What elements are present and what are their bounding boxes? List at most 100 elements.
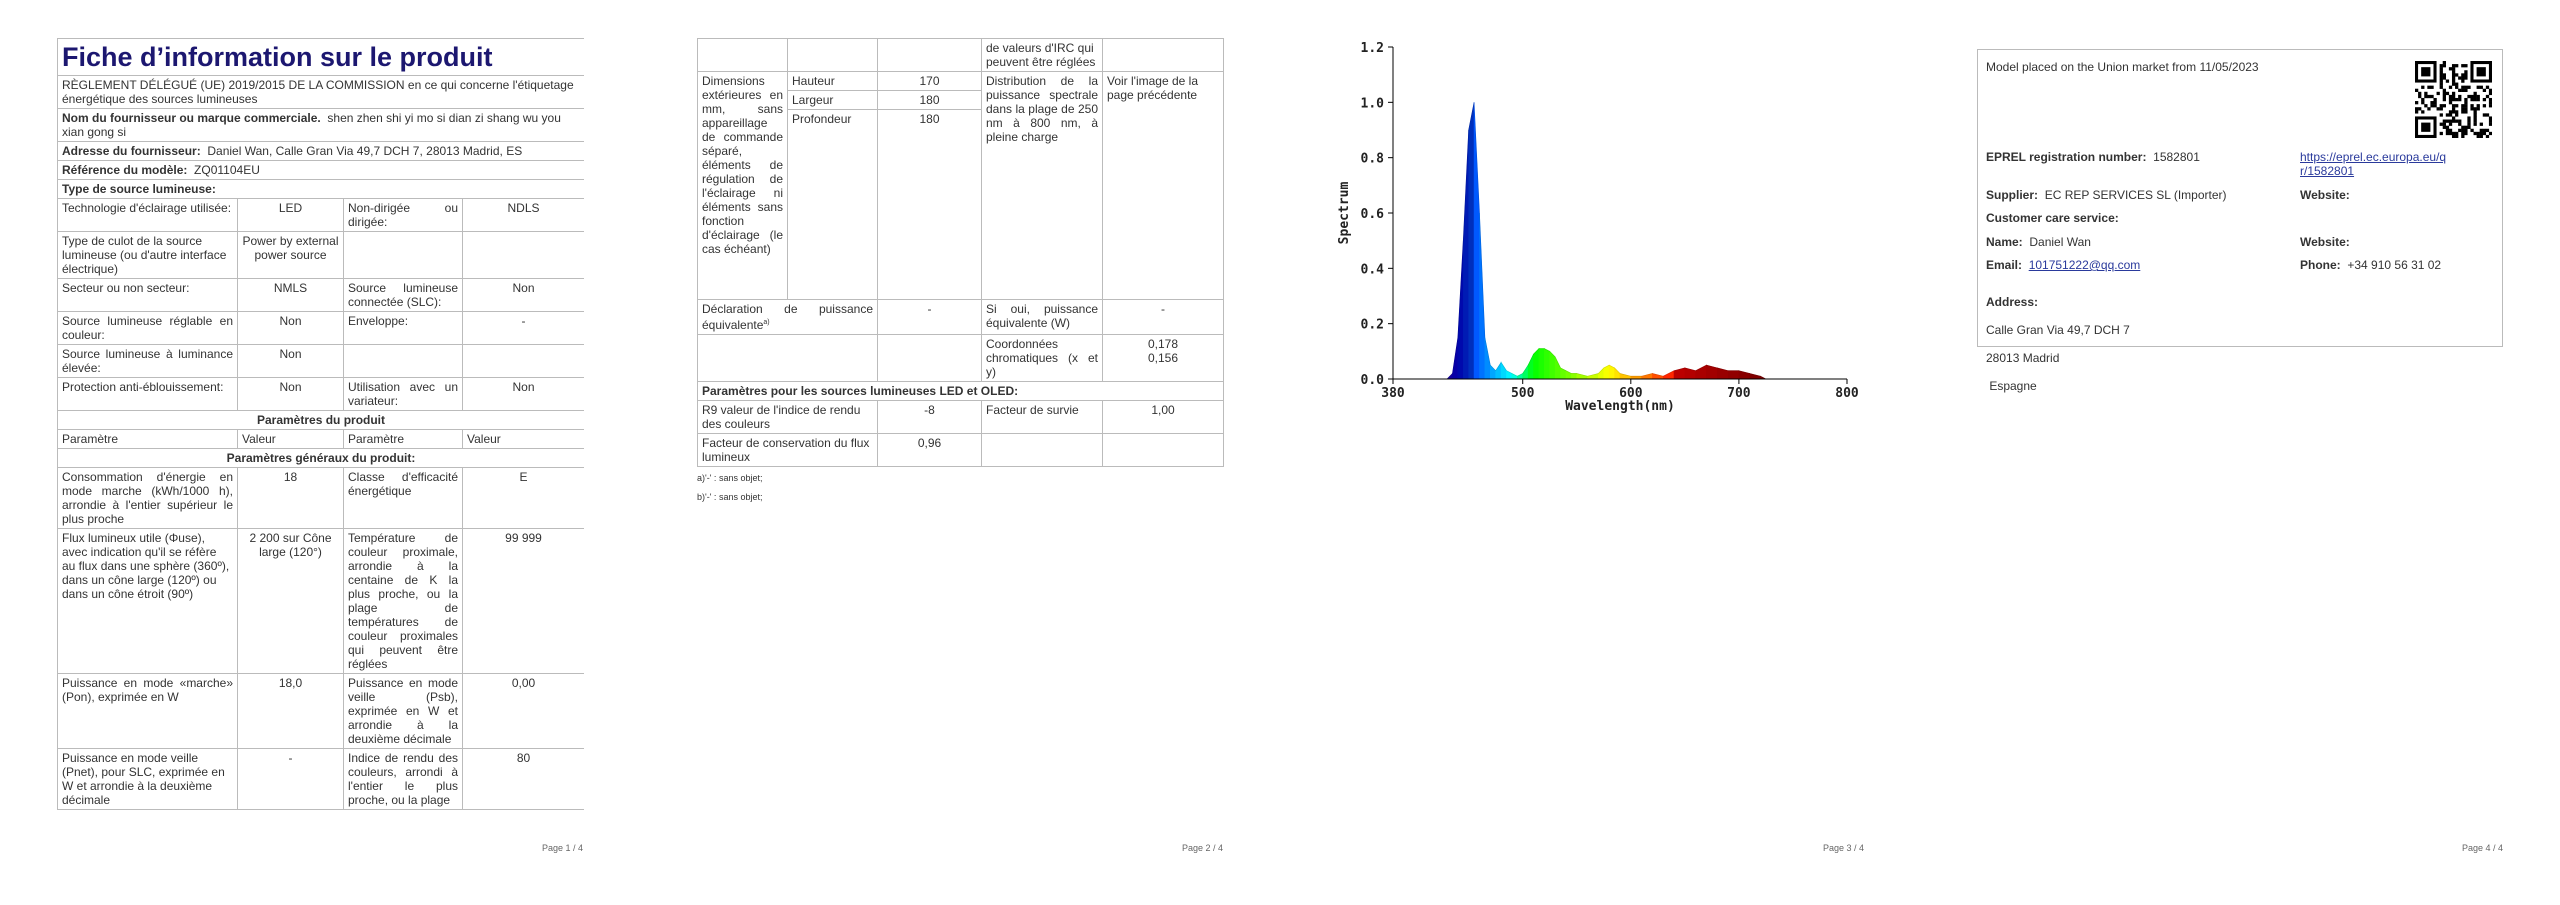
qr-module xyxy=(2470,104,2474,108)
qr-module xyxy=(2430,85,2434,89)
qr-module xyxy=(2442,61,2446,65)
qr-module xyxy=(2451,119,2456,123)
cell: Source lumineuse réglable en couleur: xyxy=(57,311,238,345)
qr-module xyxy=(2461,79,2465,83)
spectrum-slice xyxy=(1473,102,1480,380)
qr-module xyxy=(2473,119,2477,123)
qr-module xyxy=(2461,88,2465,92)
y-tick-label: 0.0 xyxy=(1361,373,1385,388)
cell: Facteur de survie xyxy=(981,400,1103,434)
qr-module xyxy=(2433,104,2437,108)
y-tick-label: 0.4 xyxy=(1361,262,1385,277)
qr-module xyxy=(2448,113,2453,117)
qr-module xyxy=(2442,91,2446,96)
cell: Non xyxy=(237,377,344,411)
cell: - xyxy=(461,311,584,345)
qr-module xyxy=(2488,122,2492,126)
qr-module xyxy=(2455,82,2459,86)
footnote: a)'-' : sans objet; xyxy=(697,473,763,483)
cell: Indice de rendu des couleurs, arrondi à … xyxy=(343,748,463,810)
qr-module xyxy=(2467,119,2471,123)
label: Name: xyxy=(1986,235,2023,249)
value: ZQ01104EU xyxy=(194,163,260,177)
qr-module xyxy=(2461,104,2465,108)
cell: Déclaration de puissance équivalente xyxy=(702,302,873,332)
qr-module xyxy=(2421,85,2425,89)
qr-module xyxy=(2485,113,2490,117)
spectrum-slice xyxy=(1544,348,1551,380)
spectrum-slice xyxy=(1495,361,1502,380)
qr-module xyxy=(2439,67,2443,71)
qr-module xyxy=(2430,94,2434,99)
eprel-link[interactable]: https://eprel.ec.europa.eu/qr/1582801 xyxy=(2300,150,2447,178)
column-header: Paramètre xyxy=(57,429,238,449)
qr-module xyxy=(2451,91,2456,96)
qr-module xyxy=(2458,128,2462,133)
x-tick-label: 380 xyxy=(1381,386,1405,401)
spectrum-slice xyxy=(1614,367,1621,380)
label: Supplier: xyxy=(1986,188,2039,202)
qr-module xyxy=(2470,94,2474,99)
qr-module xyxy=(2442,125,2446,129)
qr-module xyxy=(2455,131,2459,136)
qr-module xyxy=(2455,134,2459,138)
qr-module xyxy=(2439,131,2443,136)
qr-module xyxy=(2451,76,2456,80)
spectrum-slice xyxy=(1598,367,1605,380)
cell: de valeurs d'IRC qui peuvent être réglée… xyxy=(981,38,1103,72)
qr-module xyxy=(2415,88,2419,92)
qr-module xyxy=(2439,76,2443,80)
qr-module xyxy=(2482,131,2487,136)
qr-module xyxy=(2488,131,2492,136)
column-header: Valeur xyxy=(461,429,584,449)
product-table-continued: de valeurs d'IRC qui peuvent être réglée… xyxy=(697,38,1224,467)
qr-module xyxy=(2464,88,2468,92)
page-2: de valeurs d'IRC qui peuvent être réglée… xyxy=(697,38,1224,507)
qr-module xyxy=(2458,88,2462,92)
qr-module xyxy=(2467,94,2471,99)
y-tick-label: 0.2 xyxy=(1361,318,1384,333)
qr-module xyxy=(2448,97,2453,102)
qr-module xyxy=(2455,73,2459,77)
placed-date: Model placed on the Union market from 11… xyxy=(1986,60,2259,74)
qr-module xyxy=(2461,85,2465,89)
spectrum-outline xyxy=(1446,102,1767,380)
qr-module xyxy=(2455,110,2459,114)
x-tick-label: 600 xyxy=(1619,386,1643,401)
cell: Flux lumineux utile (Φuse), avec indicat… xyxy=(57,528,238,674)
spectrum-slice xyxy=(1457,240,1464,380)
value: 1582801 xyxy=(2153,150,2200,164)
qr-module xyxy=(2451,134,2456,138)
cell: Puissance en mode «marche» (Pon), exprim… xyxy=(57,673,238,749)
qr-module xyxy=(2488,101,2492,105)
cell: 0,156 xyxy=(1147,351,1179,365)
spectrum-slice xyxy=(1517,372,1524,380)
label: EPREL registration number: xyxy=(1986,150,2147,164)
spectrum-slice xyxy=(1652,373,1664,380)
spectrum-slice xyxy=(1662,370,1675,380)
qr-module xyxy=(2424,91,2428,96)
y-tick-label: 1.2 xyxy=(1361,41,1384,56)
qr-module xyxy=(2439,73,2443,77)
spectrum-slice xyxy=(1538,348,1545,380)
eprel-box: Model placed on the Union market from 11… xyxy=(1977,49,2503,393)
qr-module xyxy=(2448,128,2453,133)
cell: Puissance en mode veille (Psb), exprimée… xyxy=(343,673,463,749)
qr-module xyxy=(2451,64,2456,68)
qr-module xyxy=(2476,131,2480,136)
qr-module xyxy=(2461,131,2465,136)
cell: NMLS xyxy=(237,278,344,312)
cell: 0,00 xyxy=(461,673,584,749)
qr-module xyxy=(2473,91,2477,96)
qr-module xyxy=(2482,104,2487,108)
cell: Dimensions extérieures en mm, sans appar… xyxy=(697,71,788,300)
label: Adresse du fournisseur: xyxy=(62,144,201,158)
qr-module xyxy=(2418,91,2422,96)
spectrum-slice xyxy=(1468,102,1475,380)
email-link[interactable]: 101751222@qq.com xyxy=(2028,258,2141,272)
qr-module xyxy=(2461,76,2465,80)
cell: Distribution de la puissance spectrale d… xyxy=(981,71,1103,300)
qr-module xyxy=(2467,122,2471,126)
qr-module xyxy=(2485,94,2490,99)
qr-module xyxy=(2488,116,2492,120)
